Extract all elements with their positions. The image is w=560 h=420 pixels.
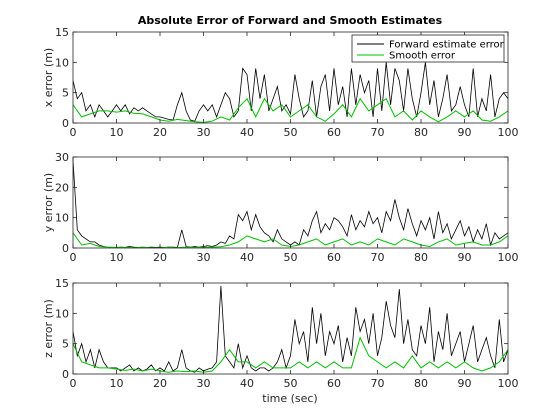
x-tick-label: 10 [110, 377, 124, 390]
x-tick-label: 10 [110, 126, 124, 139]
y-tick-label: 5 [62, 87, 69, 100]
series-line-forward-2 [73, 285, 508, 373]
x-tick-label: 60 [327, 251, 341, 264]
x-tick-label: 40 [240, 126, 254, 139]
x-tick-label: 90 [458, 126, 472, 139]
x-tick-label: 70 [371, 251, 385, 264]
y-tick-label: 10 [55, 212, 69, 225]
y-tick-label: 15 [55, 26, 69, 39]
y-tick-label: 20 [55, 181, 69, 194]
x-axis-label: time (sec) [262, 392, 317, 405]
y-axis-label: y error (m) [42, 173, 55, 232]
x-tick-label: 50 [284, 126, 298, 139]
x-tick-label: 80 [414, 126, 428, 139]
y-tick-label: 15 [55, 277, 69, 290]
x-tick-label: 100 [498, 377, 519, 390]
legend-entry-forward: Forward estimate error [389, 40, 505, 51]
series-line-forward-0 [73, 62, 508, 122]
x-tick-label: 70 [371, 126, 385, 139]
y-tick-label: 10 [55, 56, 69, 69]
legend-entry-smooth: Smooth error [389, 51, 456, 62]
legend-box [351, 34, 505, 63]
x-tick-label: 100 [498, 251, 519, 264]
subplot-2: 0 10 20 30 40 50 60 70 80 90 100 0 5 10 15z error (m) [42, 277, 519, 390]
x-tick-label: 100 [498, 126, 519, 139]
x-tick-label: 50 [284, 377, 298, 390]
x-tick-label: 60 [327, 377, 341, 390]
x-tick-label: 20 [153, 251, 167, 264]
x-tick-label: 40 [240, 377, 254, 390]
x-tick-label: 20 [153, 377, 167, 390]
x-tick-label: 30 [197, 126, 211, 139]
subplot-0: 0 10 20 30 40 50 60 70 80 90 100 0 5 10 15x error (m) F… [42, 26, 519, 139]
x-tick-label: 90 [458, 251, 472, 264]
x-tick-label: 40 [240, 251, 254, 264]
x-tick-label: 0 [70, 377, 77, 390]
y-tick-label: 0 [62, 117, 69, 130]
x-tick-label: 80 [414, 251, 428, 264]
y-tick-label: 10 [55, 307, 69, 320]
x-tick-label: 10 [110, 251, 124, 264]
y-tick-label: 0 [62, 368, 69, 381]
series-line-smooth-2 [73, 336, 508, 373]
y-axis-label: x error (m) [42, 48, 55, 107]
x-tick-label: 50 [284, 251, 298, 264]
x-tick-label: 20 [153, 126, 167, 139]
x-tick-label: 30 [197, 251, 211, 264]
x-tick-label: 0 [70, 126, 77, 139]
y-tick-label: 0 [62, 242, 69, 255]
x-tick-label: 70 [371, 377, 385, 390]
series-line-smooth-0 [73, 97, 508, 123]
x-tick-label: 30 [197, 377, 211, 390]
x-tick-label: 60 [327, 126, 341, 139]
figure-title: Absolute Error of Forward and Smooth Est… [138, 14, 443, 27]
y-tick-label: 5 [62, 338, 69, 351]
y-axis-label: z error (m) [42, 299, 55, 358]
x-tick-label: 90 [458, 377, 472, 390]
x-tick-label: 0 [70, 251, 77, 264]
y-tick-label: 30 [55, 151, 69, 164]
x-tick-label: 80 [414, 377, 428, 390]
